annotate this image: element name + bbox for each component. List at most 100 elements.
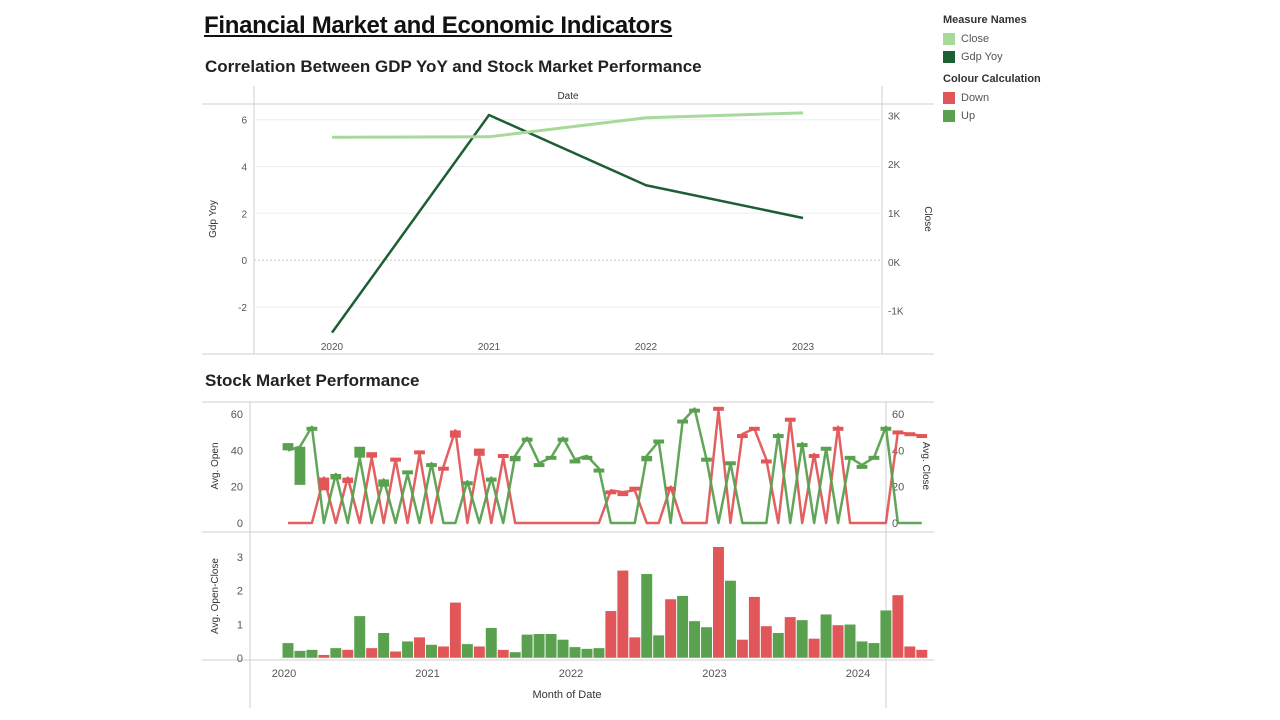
legend-label-close: Close (961, 33, 990, 45)
chart1-y-tick-label: 4 (241, 163, 247, 174)
measure-names-legend: Measure Names Close Gdp Yoy (943, 14, 1027, 66)
open-close-bar (652, 634, 665, 659)
legend-swatch-down (943, 92, 955, 104)
open-close-bar (832, 624, 845, 659)
colour-calculation-legend-title: Colour Calculation (943, 73, 1041, 85)
candle-body (294, 446, 306, 485)
candle-body (832, 426, 844, 431)
candle-body (796, 443, 808, 448)
candle-body (521, 437, 533, 442)
chart2-lower-y-tick-label: 2 (237, 586, 243, 598)
candle-body (366, 452, 378, 458)
candle-body (713, 406, 724, 411)
open-close-bar (736, 639, 749, 659)
chart2-y2-axis-title: Avg. Close (920, 442, 931, 491)
chart2-x-tick-label: 2020 (272, 668, 296, 680)
open-close-bar (903, 645, 916, 659)
candle-body (390, 457, 401, 462)
open-close-bar (401, 640, 414, 659)
chart2-y2-tick-label: 60 (892, 409, 904, 421)
candle-body (318, 477, 330, 491)
candle-body (772, 434, 784, 439)
stock-chart-title: Stock Market Performance (205, 371, 420, 390)
candle-body (605, 490, 617, 495)
chart1-x-tick-label: 2020 (321, 342, 344, 353)
chart1-y-axis-title: Gdp Yoy (208, 200, 219, 238)
open-close-bar (449, 602, 462, 659)
chart2-x-tick-label: 2021 (415, 668, 439, 680)
legend-item-down[interactable]: Down (943, 89, 1041, 107)
candle-body (330, 473, 342, 480)
open-close-bar (413, 636, 426, 659)
candle-body (282, 443, 294, 451)
chart2-y-axis-title: Avg. Open (210, 442, 221, 489)
candle-body (414, 450, 425, 455)
legend-item-gdp-yoy[interactable]: Gdp Yoy (943, 48, 1027, 66)
open-close-bar (748, 596, 761, 659)
candle-body (904, 432, 916, 437)
open-close-bar (796, 619, 809, 659)
chart2-x-axis-title: Month of Date (532, 689, 601, 701)
chart1-series-line (330, 113, 804, 334)
legend-item-up[interactable]: Up (943, 107, 1041, 125)
correlation-chart-title: Correlation Between GDP YoY and Stock Ma… (205, 57, 702, 76)
candle-body (856, 464, 868, 469)
candle-body (880, 426, 892, 431)
open-close-bar (784, 616, 797, 659)
chart1-y2-tick-label: -1K (888, 307, 904, 318)
legend-swatch-close (943, 33, 955, 45)
chart1-y-tick-label: 6 (241, 116, 247, 127)
chart1-y2-tick-label: 1K (888, 209, 901, 220)
open-close-bar (820, 613, 833, 659)
candle-body (784, 417, 796, 422)
dashboard-title: Financial Market and Economic Indicators (204, 12, 673, 39)
candle-body (569, 459, 581, 464)
open-close-bar (616, 570, 629, 659)
candle-body (689, 408, 700, 413)
open-close-bar (461, 643, 474, 659)
chart2-y2-tick-label: 0 (892, 518, 898, 530)
chart2-x-tick-label: 2024 (846, 668, 870, 680)
open-close-bar (341, 649, 354, 659)
open-close-bar (772, 632, 785, 659)
open-close-bar (545, 633, 558, 659)
chart2-lower-y-axis-title: Avg. Open-Close (210, 558, 221, 634)
candle-body (354, 446, 366, 458)
chart1-y-tick-label: 2 (241, 209, 247, 220)
chart1-y2-tick-label: 2K (888, 160, 901, 171)
open-close-bar (604, 610, 617, 659)
chart1-series-line (331, 111, 804, 139)
open-close-bar (867, 642, 880, 659)
candle-body (593, 468, 605, 473)
chart2-y-tick-label: 60 (231, 409, 243, 421)
open-close-bar (317, 654, 330, 659)
open-close-bar (377, 632, 390, 659)
candle-body (701, 457, 712, 462)
legend-label-up: Up (961, 110, 976, 122)
open-close-bar (760, 625, 773, 659)
candle-body (342, 477, 354, 484)
chart2-lower-y-tick-label: 1 (237, 619, 243, 631)
candle-body (617, 492, 629, 497)
legend-label-down: Down (961, 92, 990, 104)
candle-body (808, 454, 820, 459)
open-close-bar (329, 647, 342, 659)
legend-item-close[interactable]: Close (943, 30, 1027, 48)
chart1-x-tick-label: 2021 (478, 342, 501, 353)
candle-body (306, 426, 318, 431)
open-close-bar (557, 639, 570, 659)
candle-body (438, 466, 449, 471)
open-close-bar (891, 594, 904, 659)
open-close-bar (353, 615, 366, 659)
chart2-y-tick-label: 40 (231, 445, 243, 457)
candle-body (725, 461, 736, 466)
candle-body (641, 455, 653, 462)
chart1-y2-tick-label: 0K (888, 258, 901, 269)
chart2-y-tick-label: 0 (237, 518, 243, 530)
candle-body (844, 455, 856, 460)
open-close-bar (592, 647, 605, 659)
chart1-y-tick-label: 0 (241, 256, 247, 267)
candle-body (581, 455, 593, 460)
open-close-bar (437, 645, 450, 659)
candle-body (473, 448, 485, 456)
